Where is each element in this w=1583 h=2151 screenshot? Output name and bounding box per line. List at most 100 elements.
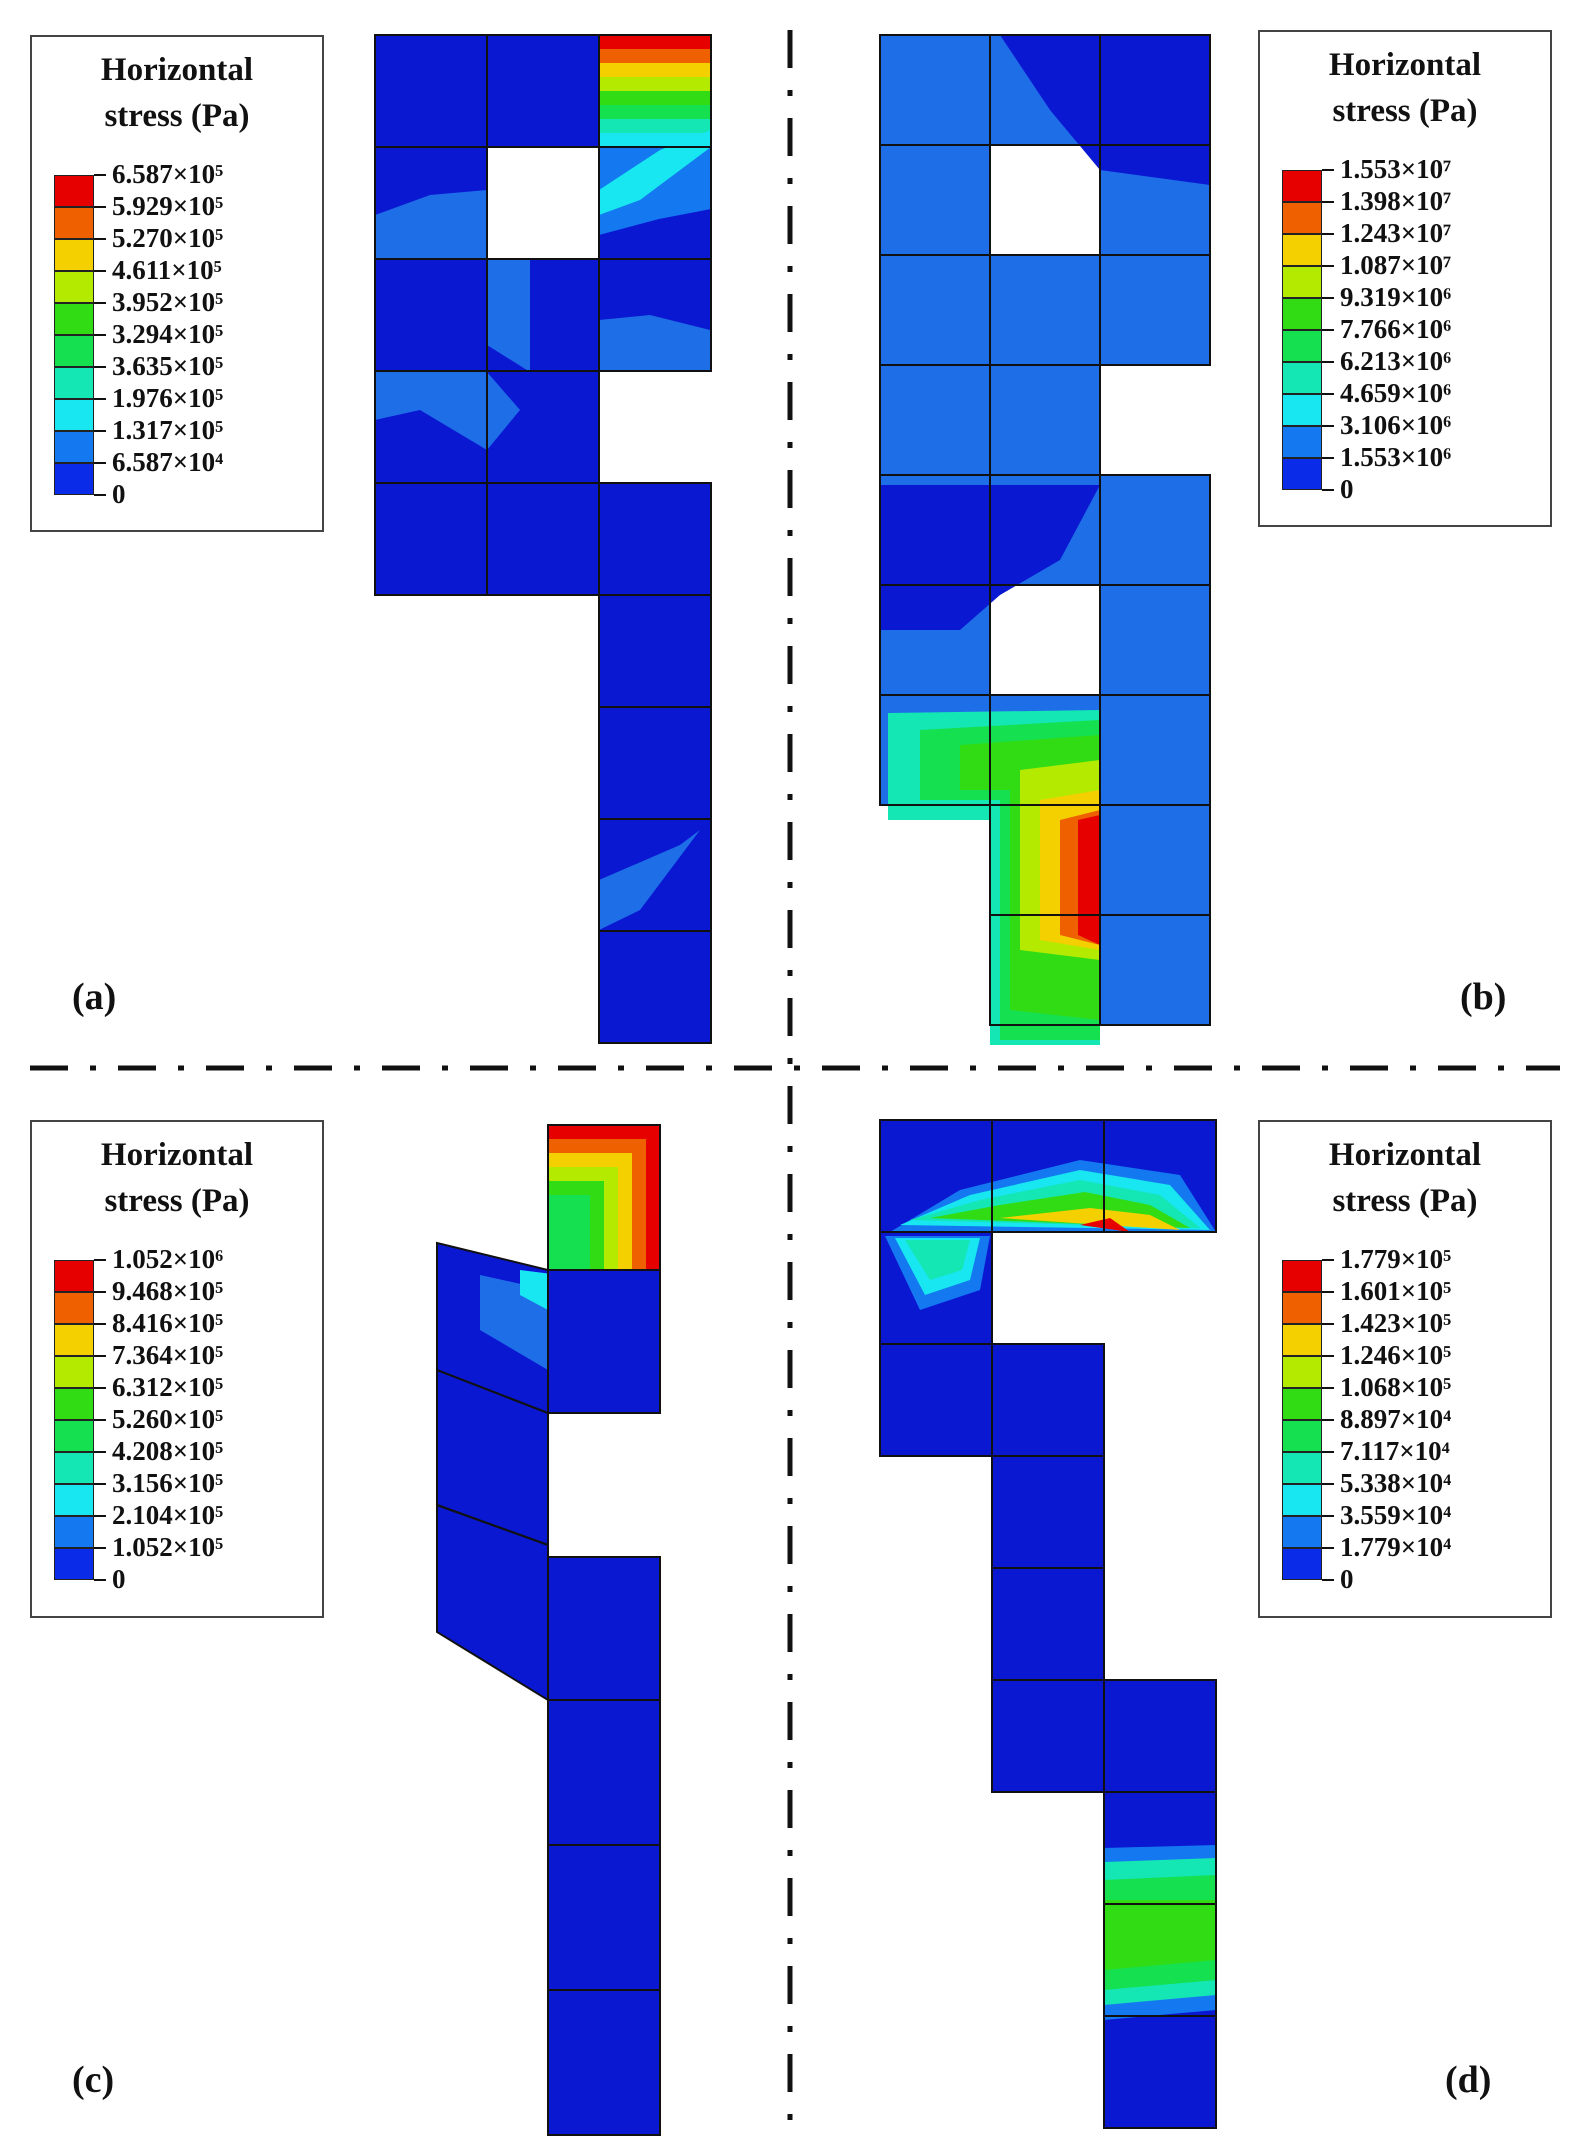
legend-row: 1.423×10⁵ xyxy=(1282,1308,1542,1356)
stress-band xyxy=(1078,815,1100,945)
legend-tick xyxy=(1322,1483,1334,1485)
legend-swatch xyxy=(54,1516,94,1548)
stress-contour xyxy=(599,315,710,372)
legend-title-line1: Horizontal xyxy=(1328,1137,1482,1173)
legend-value: 4.659×10⁶ xyxy=(1340,378,1452,408)
mesh-cell-outline xyxy=(1103,1119,1217,1233)
legend-row: 1.779×10⁴ xyxy=(1282,1532,1542,1580)
legend-value: 1.779×10⁵ xyxy=(1340,1244,1452,1274)
legend-value: 5.270×10⁵ xyxy=(112,223,224,253)
stress-contour xyxy=(375,372,520,450)
legend-value: 1.087×10⁷ xyxy=(1340,250,1452,280)
mesh-cell xyxy=(879,1343,993,1457)
mesh-cell xyxy=(547,1269,661,1414)
legend-row: 1.553×10⁶ xyxy=(1282,442,1542,490)
legend-tick xyxy=(1322,297,1334,299)
legend-swatch xyxy=(54,1484,94,1516)
mesh-cell xyxy=(1103,1679,1217,1793)
legend-panel-a: Horizontal stress (Pa) 6.587×10⁵ 5.929×10… xyxy=(30,35,324,532)
mesh-cell-outline xyxy=(1099,254,1211,366)
stress-band xyxy=(905,1240,970,1280)
legend-panel-d: Horizontal stress (Pa) 1.779×10⁵ 1.601×10… xyxy=(1258,1120,1552,1618)
legend-tick xyxy=(94,366,106,368)
legend-swatch xyxy=(1282,394,1322,426)
stress-contour xyxy=(1000,35,1210,185)
legend-value: 6.213×10⁶ xyxy=(1340,346,1452,376)
legend-row: 1.068×10⁵ xyxy=(1282,1372,1542,1420)
legend-tick xyxy=(1322,1515,1334,1517)
legend-swatch xyxy=(1282,298,1322,330)
legend-panel-b: Horizontal stress (Pa) 1.553×10⁷ 1.398×10… xyxy=(1258,30,1552,527)
legend-tick xyxy=(94,1259,106,1261)
mesh-cell xyxy=(879,144,991,256)
legend-value: 9.468×10⁵ xyxy=(112,1276,224,1306)
legend-row: 4.208×10⁵ xyxy=(54,1436,314,1484)
mesh-cell-outline xyxy=(1099,914,1211,1026)
legend-swatch xyxy=(54,1356,94,1388)
legend-value: 1.052×10⁵ xyxy=(112,1532,224,1562)
legend-row: 3.952×10⁵ xyxy=(54,287,314,335)
mesh-cell-outline xyxy=(598,258,712,372)
mesh-cell xyxy=(1103,2015,1217,2129)
legend-value: 7.364×10⁵ xyxy=(112,1340,224,1370)
mesh-cell xyxy=(879,364,991,476)
legend-row: 3.156×10⁵ xyxy=(54,1468,314,1516)
legend-row: 4.611×10⁵ xyxy=(54,255,314,303)
legend-row: 0 xyxy=(54,479,314,527)
legend-tick xyxy=(94,1579,106,1581)
mesh-cell xyxy=(879,254,991,366)
mesh-cell xyxy=(547,1844,661,1991)
legend-row: 5.270×10⁵ xyxy=(54,223,314,271)
legend-value: 1.068×10⁵ xyxy=(1340,1372,1452,1402)
mesh-cell-outline xyxy=(1103,2015,1217,2129)
mesh-cell xyxy=(598,482,712,596)
legend-title-line1: Horizontal xyxy=(100,1137,254,1173)
legend-swatch xyxy=(54,271,94,303)
legend-row: 6.587×10⁴ xyxy=(54,447,314,495)
panel-label-c: (c) xyxy=(72,2059,115,2101)
mesh-cell xyxy=(989,364,1101,476)
legend-value: 3.294×10⁵ xyxy=(112,319,224,349)
legend-value: 1.317×10⁵ xyxy=(112,415,224,445)
legend-row: 3.559×10⁴ xyxy=(1282,1500,1542,1548)
legend-tick xyxy=(94,398,106,400)
legend-value: 1.052×10⁶ xyxy=(112,1244,224,1274)
legend-tick xyxy=(1322,1323,1334,1325)
legend-tick xyxy=(94,430,106,432)
legend-tick xyxy=(1322,265,1334,267)
mesh-cell xyxy=(486,482,600,596)
legend-row: 2.104×10⁵ xyxy=(54,1500,314,1548)
mesh-cell xyxy=(598,594,712,708)
legend-value: 9.319×10⁶ xyxy=(1340,282,1452,312)
legend-value: 0 xyxy=(1340,474,1354,504)
mesh-panel-a xyxy=(374,34,712,1044)
legend-value: 4.208×10⁵ xyxy=(112,1436,224,1466)
legend-row: 1.779×10⁵ xyxy=(1282,1244,1542,1292)
legend-row: 1.246×10⁵ xyxy=(1282,1340,1542,1388)
stress-band xyxy=(599,130,711,215)
mesh-cell xyxy=(547,1699,661,1846)
legend-tick xyxy=(1322,233,1334,235)
legend-swatch xyxy=(54,335,94,367)
mesh-cell xyxy=(374,258,488,372)
legend-title-line2: stress (Pa) xyxy=(104,1183,250,1219)
legend-value: 1.779×10⁴ xyxy=(1340,1532,1452,1562)
mesh-cell xyxy=(437,1370,548,1545)
legend-row: 1.243×10⁷ xyxy=(1282,218,1542,266)
legend-swatch xyxy=(1282,234,1322,266)
legend-row: 1.398×10⁷ xyxy=(1282,186,1542,234)
stress-band xyxy=(1000,1208,1180,1230)
legend-tick xyxy=(94,1483,106,1485)
mesh-cell xyxy=(598,930,712,1044)
legend-tick xyxy=(94,494,106,496)
legend-value: 1.423×10⁵ xyxy=(1340,1308,1452,1338)
legend-tick xyxy=(1322,201,1334,203)
legend-value: 6.587×10⁵ xyxy=(112,159,224,189)
legend-value: 1.246×10⁵ xyxy=(1340,1340,1452,1370)
legend-swatch xyxy=(1282,1324,1322,1356)
legend-row: 5.260×10⁵ xyxy=(54,1404,314,1452)
mesh-cell xyxy=(991,1343,1105,1457)
stress-contour xyxy=(375,260,530,372)
legend-swatch xyxy=(1282,266,1322,298)
legend-row: 5.338×10⁴ xyxy=(1282,1468,1542,1516)
